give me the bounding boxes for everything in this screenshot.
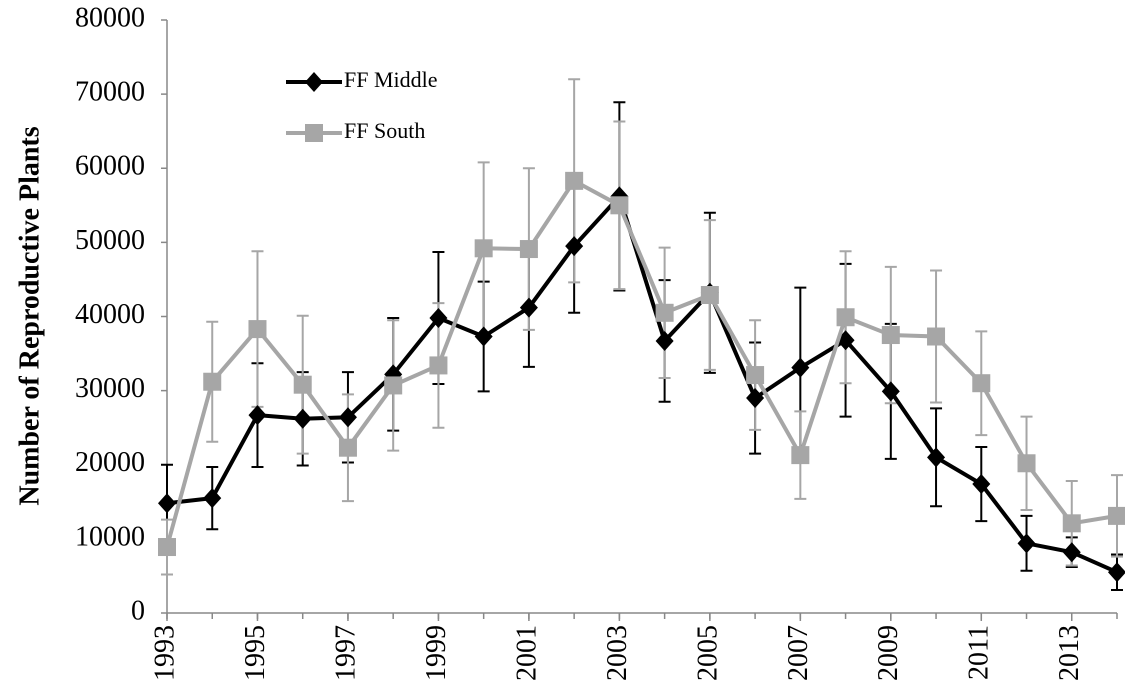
data-point	[1062, 542, 1081, 563]
x-tick-label: 2003	[602, 625, 633, 681]
data-point	[655, 303, 674, 322]
data-point	[610, 196, 629, 215]
data-point	[519, 240, 538, 259]
data-point	[474, 326, 493, 347]
data-point	[746, 366, 765, 385]
data-point	[927, 327, 946, 346]
x-tick-label: 2011	[964, 625, 995, 680]
y-tick-label: 30000	[75, 373, 145, 404]
data-point	[972, 374, 991, 393]
data-point	[203, 488, 222, 509]
data-point	[927, 447, 946, 468]
data-point	[293, 375, 312, 394]
data-point	[519, 297, 538, 318]
x-tick-label: 1993	[149, 625, 180, 681]
data-point	[700, 286, 719, 305]
data-point	[836, 308, 855, 327]
data-point	[248, 405, 267, 426]
data-point	[203, 372, 222, 391]
y-tick-label: 0	[131, 595, 145, 626]
data-point	[746, 388, 765, 409]
data-point	[1017, 533, 1036, 554]
legend-marker	[305, 72, 323, 92]
y-tick-label: 80000	[75, 2, 145, 33]
data-point	[338, 438, 357, 457]
data-point	[293, 408, 312, 429]
y-tick-label: 10000	[75, 521, 145, 552]
data-point	[429, 307, 448, 328]
x-tick-label: 2005	[692, 625, 723, 681]
legend-label: FF Middle	[344, 67, 438, 92]
data-point	[791, 357, 810, 378]
x-tick-label: 2013	[1054, 625, 1085, 681]
data-point	[248, 320, 267, 339]
y-tick-label: 70000	[75, 77, 145, 108]
x-tick-label: 1999	[421, 625, 452, 681]
data-point	[1062, 514, 1081, 533]
data-point	[384, 376, 403, 395]
legend-marker	[305, 124, 323, 142]
data-point	[1108, 562, 1125, 583]
data-point	[1017, 454, 1036, 473]
data-point	[881, 381, 900, 402]
data-point	[972, 474, 991, 495]
y-tick-label: 40000	[75, 299, 145, 330]
x-tick-label: 1997	[330, 625, 361, 681]
x-tick-label: 2009	[873, 625, 904, 681]
data-point	[158, 493, 176, 514]
x-tick-label: 2001	[511, 625, 542, 681]
y-tick-label: 50000	[75, 225, 145, 256]
data-point	[474, 239, 493, 258]
data-point	[1108, 506, 1125, 525]
y-tick-label: 60000	[75, 151, 145, 182]
data-point	[565, 171, 584, 190]
legend-label: FF South	[344, 118, 425, 143]
data-point	[338, 407, 357, 428]
data-point	[791, 446, 810, 465]
data-point	[655, 330, 674, 351]
data-point	[158, 538, 176, 557]
data-point	[881, 326, 900, 345]
y-axis-title: Number of Reproductive Plants	[14, 126, 45, 505]
x-tick-label: 2007	[783, 625, 814, 681]
x-tick-label: 1995	[240, 625, 271, 681]
y-tick-label: 20000	[75, 447, 145, 478]
series-line	[165, 178, 1118, 548]
data-point	[429, 356, 448, 375]
data-point	[565, 236, 584, 257]
